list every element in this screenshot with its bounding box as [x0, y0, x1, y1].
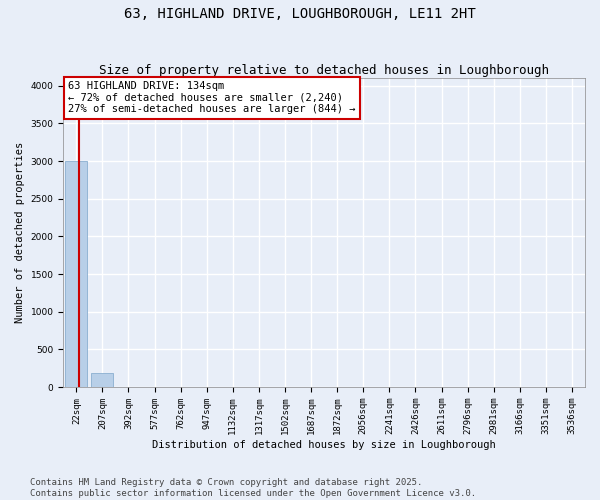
Title: Size of property relative to detached houses in Loughborough: Size of property relative to detached ho…: [99, 64, 549, 77]
Bar: [65, 161, 88, 387]
Bar: [91, 373, 113, 387]
Text: Contains HM Land Registry data © Crown copyright and database right 2025.
Contai: Contains HM Land Registry data © Crown c…: [30, 478, 476, 498]
X-axis label: Distribution of detached houses by size in Loughborough: Distribution of detached houses by size …: [152, 440, 496, 450]
Text: 63 HIGHLAND DRIVE: 134sqm
← 72% of detached houses are smaller (2,240)
27% of se: 63 HIGHLAND DRIVE: 134sqm ← 72% of detac…: [68, 82, 356, 114]
Text: 63, HIGHLAND DRIVE, LOUGHBOROUGH, LE11 2HT: 63, HIGHLAND DRIVE, LOUGHBOROUGH, LE11 2…: [124, 8, 476, 22]
Y-axis label: Number of detached properties: Number of detached properties: [15, 142, 25, 324]
